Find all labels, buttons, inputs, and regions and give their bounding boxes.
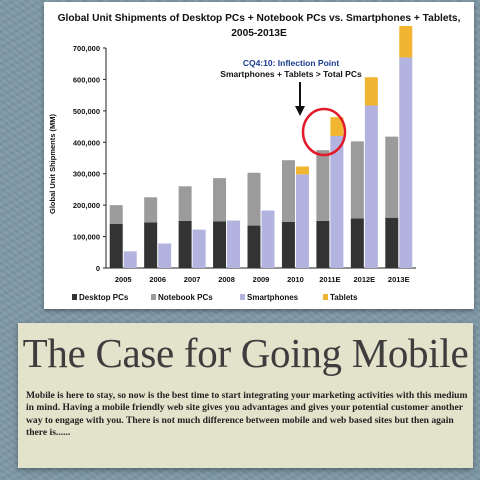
bar-notebook-pcs-2011e [316,150,330,221]
legend-label-tablets: Tablets [330,293,358,302]
y-tick-label: 300,000 [73,170,100,179]
bars [109,26,413,268]
legend-swatch-smartphones [240,294,245,300]
bar-notebook-pcs-2005 [109,205,123,224]
bar-smartphones-2012e [364,105,378,268]
x-tick-label: 2005 [115,275,132,284]
chart-title-line1: Global Unit Shipments of Desktop PCs + N… [58,13,461,24]
legend-label-desktop-pcs: Desktop PCs [79,293,129,302]
x-tick-label: 2012E [353,275,375,284]
x-tick-label: 2013E [388,275,410,284]
arrow-down-icon [295,106,305,116]
bar-smartphones-2009 [261,210,275,268]
bar-desktop-pcs-2011e [316,220,330,268]
y-tick-label: 0 [96,264,100,273]
bar-tablets-2012e [364,77,378,106]
bar-smartphones-2011e [330,136,344,268]
bar-tablets-2013e [399,26,413,58]
bar-notebook-pcs-2013e [385,136,399,218]
bar-tablets-2010 [295,166,309,175]
axes: 0 100,000 200,000 300,000 400,000 500,000 600,… [73,44,416,284]
inflection-annotation: CQ4:10: Inflection Point Smartphones + T… [220,58,362,157]
annotation-title: CQ4:10: Inflection Point [243,58,340,68]
article-panel: The Case for Going Mobile Mobile is here… [18,323,473,468]
bar-smartphones-2008 [227,220,241,268]
bar-smartphones-2007 [192,229,206,268]
y-tick-label: 500,000 [73,107,100,116]
y-tick-label: 100,000 [73,233,100,242]
annotation-subtitle: Smartphones + Tablets > Total PCs [220,69,362,79]
x-tick-label: 2007 [184,275,201,284]
y-axis-label: Global Unit Shipments (MM) [48,114,57,214]
bar-desktop-pcs-2009 [247,225,261,268]
legend-swatch-desktop-pcs [72,294,77,300]
bar-smartphones-2013e [399,57,413,268]
chart-title-line2: 2005-2013E [231,28,287,39]
article-body: Mobile is here to stay, so now is the be… [26,390,468,438]
bar-desktop-pcs-2013e [385,217,399,268]
bar-desktop-pcs-2008 [213,221,227,268]
chart-panel: Global Unit Shipments of Desktop PCs + N… [44,2,474,309]
bar-desktop-pcs-2005 [109,224,123,268]
x-tick-label: 2008 [218,275,235,284]
bar-smartphones-2006 [158,243,172,268]
bar-notebook-pcs-2008 [213,178,227,222]
highlight-circle [301,107,347,157]
bar-notebook-pcs-2010 [281,160,295,222]
y-tick-label: 400,000 [73,138,100,147]
x-tick-label: 2006 [149,275,166,284]
y-tick-label: 700,000 [73,44,100,53]
legend-label-notebook-pcs: Notebook PCs [158,293,213,302]
y-tick-label: 200,000 [73,201,100,210]
bar-notebook-pcs-2006 [144,197,158,223]
article-headline: The Case for Going Mobile [22,330,469,376]
bar-notebook-pcs-2012e [350,141,364,219]
bar-notebook-pcs-2007 [178,186,192,221]
y-tick-label: 600,000 [73,75,100,84]
legend-swatch-tablets [323,294,328,300]
bar-desktop-pcs-2006 [144,222,158,268]
x-tick-label: 2010 [287,275,304,284]
legend: Desktop PCs Notebook PCs Smartphones Tablet… [72,293,358,302]
legend-label-smartphones: Smartphones [247,293,299,302]
bar-smartphones-2010 [295,174,309,268]
legend-swatch-notebook-pcs [151,294,156,300]
bar-notebook-pcs-2009 [247,172,261,226]
bar-desktop-pcs-2012e [350,218,364,268]
x-tick-label: 2009 [253,275,270,284]
shipments-chart: Global Unit Shipments of Desktop PCs + N… [48,13,461,302]
x-tick-label: 2011E [319,275,340,284]
bar-desktop-pcs-2007 [178,220,192,268]
bar-smartphones-2005 [123,251,137,268]
bar-desktop-pcs-2010 [281,221,295,268]
bar-tablets-2011e [330,117,344,136]
